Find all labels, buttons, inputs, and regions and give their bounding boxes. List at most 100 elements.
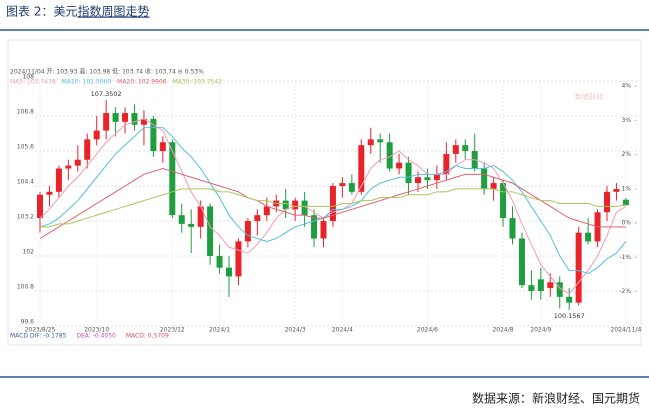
candle-body (311, 215, 318, 239)
candle-body (367, 139, 374, 146)
y-tick-label: 100.8 (17, 284, 34, 291)
candle-body (301, 200, 308, 216)
candle-body (226, 267, 232, 277)
legend-entry: MA5: 103.7478 (10, 79, 56, 86)
candle-body (140, 118, 147, 125)
y-tick-label: 105.6 (17, 144, 34, 151)
ma-line (40, 188, 626, 228)
ma-line (39, 167, 626, 239)
x-tick-label: 2024/9 (530, 327, 551, 334)
watermark: 新浪财经 (575, 92, 603, 101)
x-tick-label: 2024/4 (332, 327, 353, 334)
title-link[interactable]: 指数周图走势 (77, 4, 149, 19)
candle-body (292, 200, 299, 210)
candle-body (254, 215, 261, 221)
macd-label: MACD: 0.5709 (126, 333, 169, 340)
legend-entry: MA10: 102.5060 (62, 79, 112, 86)
title-prefix: 图表 2：美元 (6, 5, 77, 19)
x-tick-label: 2024/1 (209, 327, 230, 334)
x-tick-label: 2023/10 (84, 327, 109, 334)
candle-body (547, 282, 554, 289)
legend-entry: MA20: 102.9906 (117, 79, 167, 86)
candle-body (462, 145, 469, 151)
candle-body (585, 232, 592, 242)
y2-tick-label: 0% (621, 220, 631, 227)
y2-tick-label: 3% (621, 117, 631, 124)
candle-body (65, 165, 72, 169)
candle-body (169, 142, 176, 216)
candle-body (207, 206, 214, 256)
candle-body (112, 113, 119, 122)
candle-body (509, 218, 516, 239)
candle-body (396, 162, 403, 169)
candle-body (358, 145, 365, 192)
candle-body (405, 162, 412, 184)
candle-body (377, 139, 384, 143)
candle-body (103, 113, 110, 131)
candle-body (150, 118, 157, 151)
y-tick-label: 104.4 (17, 179, 34, 186)
y2-tick-label: -2% (619, 288, 631, 295)
plot-frame (7, 39, 642, 346)
candle-body (282, 200, 289, 210)
y-tick-label: 99.6 (21, 319, 35, 326)
candle-body (490, 183, 497, 189)
candle-body (46, 191, 53, 195)
macd-label: DEA: -0.4050 (76, 333, 116, 340)
y-tick-label: 106.8 (17, 109, 34, 116)
candle-body (74, 159, 81, 166)
candle-body (131, 113, 138, 125)
candle-body (518, 238, 525, 286)
candle-body (424, 177, 431, 181)
candle-body (235, 241, 242, 277)
candle-body (566, 296, 573, 303)
candle-body (178, 215, 185, 224)
candle-body (37, 194, 43, 219)
candle-body (575, 232, 582, 303)
y-tick-label: 103.2 (17, 214, 34, 221)
low-annotation: 100.1567 (554, 312, 585, 320)
candle-body (386, 142, 393, 169)
candle-body (122, 113, 129, 122)
x-tick-label: 2024/6 (417, 327, 438, 334)
high-annotation: 107.3502 (91, 90, 122, 98)
candle-body (339, 183, 346, 186)
candle-body (320, 221, 327, 239)
candle-body (329, 186, 336, 221)
x-tick-label: 2024/8 (492, 327, 513, 334)
candle-body (537, 279, 544, 291)
candle-body (415, 177, 421, 184)
candle-body (452, 145, 459, 154)
macd-label: MACD DIF: -0.1785 (10, 333, 67, 340)
candle-body (604, 191, 610, 213)
x-tick-label: 2024/3 (285, 327, 306, 334)
candle-body (348, 183, 355, 192)
candle-body (556, 282, 563, 297)
source: 数据来源：新浪财经、国元期货 (472, 391, 640, 406)
candle-body (500, 183, 507, 219)
candle-body (197, 206, 204, 227)
candle-body (613, 188, 620, 192)
legend-entry: MA30: 103.7542 (173, 79, 223, 86)
y2-tick-label: 1% (621, 185, 631, 192)
ma-line (39, 127, 627, 275)
candle-body (433, 174, 440, 181)
candle-body (55, 168, 62, 192)
candle-body (188, 223, 195, 227)
candle-body (622, 199, 629, 206)
x-tick-label: 2024/11/4 (611, 327, 642, 334)
candle-body (159, 142, 166, 151)
candle-body (481, 168, 488, 189)
y-tick-label: 108 (23, 74, 35, 81)
candle-body (263, 206, 270, 216)
ma-line (39, 118, 627, 295)
candle-body (528, 285, 535, 291)
candle-body (84, 139, 91, 160)
info-line: 2024/11/04 开: 103.93 高: 103.98 低: 103.74… (10, 68, 204, 76)
candle-body (244, 221, 251, 242)
candle-body (443, 153, 450, 175)
x-tick-label: 2023/8/25 (25, 327, 56, 334)
y2-tick-label: -1% (619, 254, 631, 261)
candle-body (93, 130, 100, 140)
